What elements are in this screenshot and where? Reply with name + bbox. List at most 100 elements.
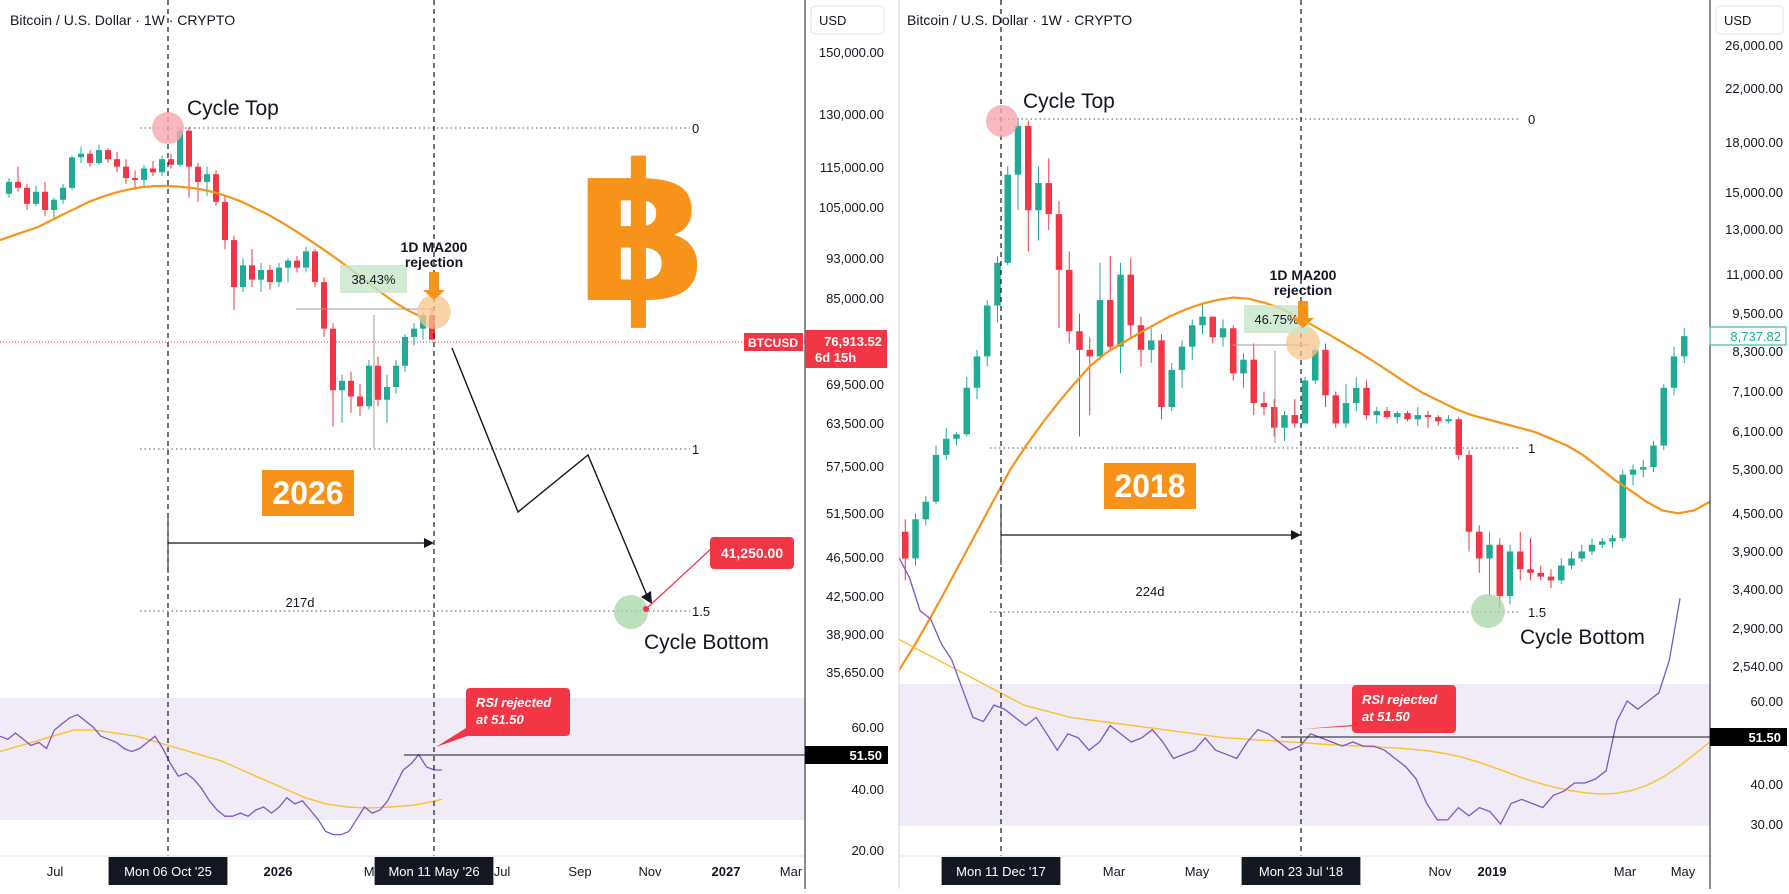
price-tick-label: 63,500.00 <box>826 416 884 431</box>
candle-body <box>96 150 102 163</box>
candle-body <box>366 365 372 407</box>
candle-body <box>42 191 48 211</box>
price-tick-label: 22,000.00 <box>1725 81 1783 96</box>
price-tick-label: 46,500.00 <box>826 550 884 565</box>
year-badge <box>1104 463 1196 509</box>
price-tick-label: 42,500.00 <box>826 589 884 604</box>
candle-body <box>1465 454 1473 532</box>
projection-path <box>451 347 649 599</box>
price-tag <box>1709 326 1787 346</box>
candle-body <box>1363 387 1370 416</box>
candle-body <box>994 262 1001 306</box>
rsi-axis-tag-label: 51.50 <box>849 748 882 763</box>
candle-body <box>1681 336 1688 357</box>
price-tick-label: 7,100.00 <box>1732 384 1783 399</box>
cycle-top-label: Cycle Top <box>1023 90 1115 113</box>
price-tick-label: 93,000.00 <box>826 251 884 266</box>
candle-body <box>1332 395 1339 424</box>
currency-box[interactable] <box>810 5 885 35</box>
year-badge-label: 2026 <box>272 475 343 511</box>
candle-body <box>195 166 201 182</box>
candle-body <box>186 130 192 167</box>
plot-area <box>0 0 805 856</box>
rsi-callout-label-1: RSI rejected <box>1362 692 1438 707</box>
candle-body <box>1271 407 1278 428</box>
candle-body <box>294 260 300 268</box>
rsi-line <box>899 557 1681 826</box>
price-tick-label: 4,500.00 <box>1732 506 1783 521</box>
candle-body <box>267 270 273 283</box>
price-tick-label: 6,100.00 <box>1732 424 1783 439</box>
candle-body <box>1414 415 1421 420</box>
candle-body <box>411 328 417 337</box>
candle-body <box>330 328 336 391</box>
date-marker-label: Mon 06 Oct '25 <box>124 864 212 879</box>
candle-body <box>1640 467 1647 470</box>
candle-body <box>1578 551 1585 559</box>
price-axis: USD 150,000.00 130,000.00 115,000.00 105,000… <box>804 0 890 889</box>
candle-body <box>105 150 111 160</box>
candle-body <box>1517 551 1524 570</box>
duration-label: 224d <box>1136 584 1165 599</box>
price-tick-label: 2,540.00 <box>1732 659 1783 674</box>
price-tick-label: 18,000.00 <box>1725 135 1783 150</box>
candle-body <box>321 282 327 329</box>
candle-body <box>922 501 929 520</box>
candle-body <box>357 396 363 407</box>
date-marker-label: Mon 23 Jul '18 <box>1259 864 1343 879</box>
symbol-tag-label: BTCUSD <box>748 336 798 350</box>
candle-body <box>1660 387 1667 446</box>
candle-body <box>285 260 291 268</box>
candle-body <box>1117 274 1124 347</box>
candle-body <box>1025 125 1032 211</box>
candle-body <box>1506 551 1514 597</box>
candle-body <box>984 305 991 357</box>
candle-body <box>1424 415 1432 418</box>
x-tick-label: Jul <box>47 864 64 879</box>
candle-body <box>87 153 93 163</box>
candle-body <box>348 380 354 397</box>
candle-body <box>1045 183 1052 215</box>
fib-label: 1 <box>1528 441 1535 456</box>
date-marker-box <box>941 857 1061 885</box>
candle-body <box>168 159 174 165</box>
rsi-callout-label-2: at 51.50 <box>476 712 524 727</box>
x-tick-label: Mar <box>1614 864 1637 879</box>
candle-body <box>1137 325 1145 350</box>
year-badge-label: 2018 <box>1114 468 1185 504</box>
candle-body <box>375 365 381 400</box>
symbol-tag <box>744 333 803 351</box>
candle-body <box>222 201 228 241</box>
candle-body <box>912 519 919 559</box>
candle-body <box>1527 569 1534 573</box>
date-marker-label: Mon 11 Dec '17 <box>956 864 1046 879</box>
pct-label: 38.43% <box>351 272 396 287</box>
price-tick-label: 85,000.00 <box>826 291 884 306</box>
candle-body <box>213 174 219 202</box>
rsi-tick-label: 30.00 <box>1750 817 1783 832</box>
cycle-bottom-marker <box>1471 594 1505 628</box>
rsi-callout-label-1: RSI rejected <box>476 695 552 710</box>
ma-rejection-label-2: rejection <box>405 254 463 270</box>
price-tick-label: 69,500.00 <box>826 377 884 392</box>
pct-label: 46.75% <box>1254 312 1299 327</box>
price-tick-label: 11,000.00 <box>1726 267 1783 282</box>
currency-label: USD <box>1724 13 1751 28</box>
currency-box[interactable] <box>1715 5 1784 35</box>
candle-body <box>339 380 345 391</box>
candle-body <box>1629 469 1637 475</box>
x-tick-label: 2026 <box>264 864 293 879</box>
x-tick-label: 2019 <box>1478 864 1507 879</box>
candle-body <box>1004 174 1011 263</box>
price-tick-label: 3,400.00 <box>1732 582 1783 597</box>
candle-body <box>1199 316 1206 326</box>
candle-body <box>114 159 120 167</box>
candle-body <box>1322 349 1329 396</box>
rsi-callout-label-2: at 51.50 <box>1362 709 1410 724</box>
price-tick-label: 51,500.00 <box>826 506 884 521</box>
rsi-ma-line <box>899 638 1710 795</box>
candle-body <box>249 265 255 280</box>
rsi-axis-tag-label: 51.50 <box>1748 730 1781 745</box>
candle-body <box>1547 576 1555 581</box>
candle-body <box>303 251 309 268</box>
